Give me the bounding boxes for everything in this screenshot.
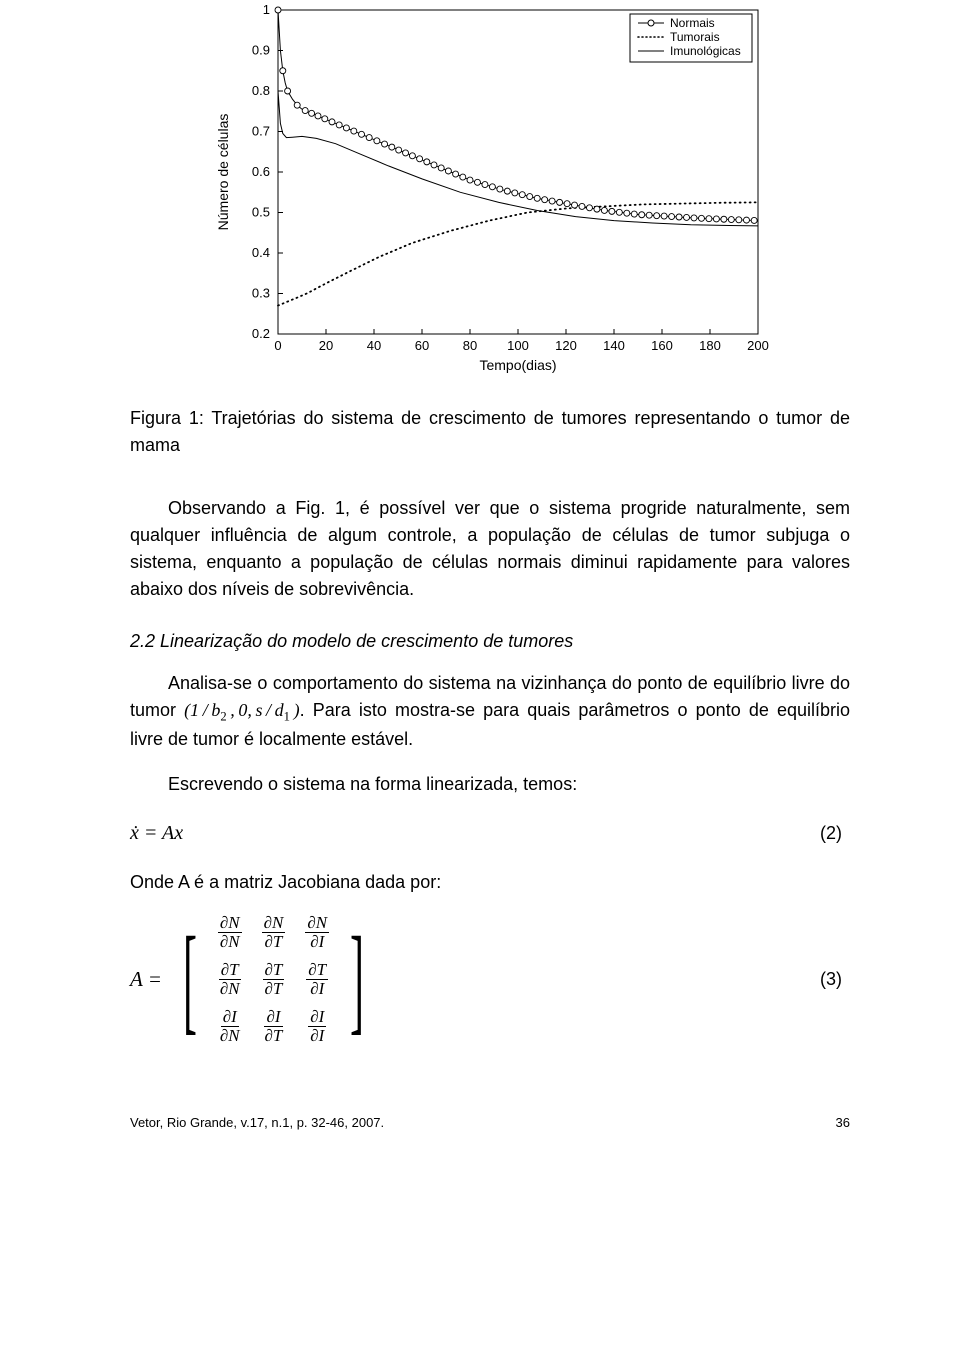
- svg-text:0.2: 0.2: [252, 326, 270, 341]
- jacobian-21: ∂T∂N: [218, 961, 242, 998]
- svg-text:Tempo(dias): Tempo(dias): [479, 357, 556, 373]
- svg-text:0.3: 0.3: [252, 286, 270, 301]
- bracket-left-icon: [: [183, 930, 197, 1028]
- svg-text:100: 100: [507, 338, 529, 353]
- page-footer: Vetor, Rio Grande, v.17, n.1, p. 32-46, …: [0, 1115, 960, 1154]
- svg-text:160: 160: [651, 338, 673, 353]
- equation-3-row: A = [ ∂N∂N ∂N∂T ∂N∂I ∂T∂N ∂T∂T ∂T∂I ∂I∂N…: [130, 914, 850, 1044]
- paragraph-linear-form-text: Escrevendo o sistema na forma linearizad…: [168, 774, 577, 794]
- paragraph-observation-text: Observando a Fig. 1, é possível ver que …: [130, 498, 850, 599]
- equation-3-number: (3): [820, 969, 850, 990]
- paragraph-observation: Observando a Fig. 1, é possível ver que …: [130, 495, 850, 603]
- jacobian-22: ∂T∂T: [262, 961, 286, 998]
- svg-text:0: 0: [274, 338, 281, 353]
- svg-text:Imunológicas: Imunológicas: [670, 44, 741, 58]
- svg-text:0.9: 0.9: [252, 43, 270, 58]
- jacobian-matrix: A = [ ∂N∂N ∂N∂T ∂N∂I ∂T∂N ∂T∂T ∂T∂I ∂I∂N…: [130, 914, 377, 1044]
- paragraph-linear-form: Escrevendo o sistema na forma linearizad…: [130, 771, 850, 798]
- svg-text:Normais: Normais: [670, 16, 715, 30]
- svg-text:0.6: 0.6: [252, 164, 270, 179]
- equation-2-number: (2): [820, 823, 850, 844]
- svg-text:120: 120: [555, 338, 577, 353]
- jacobian-lhs: A =: [130, 967, 162, 992]
- jacobian-13: ∂N∂I: [305, 914, 329, 951]
- paragraph-linearization: Analisa-se o comportamento do sistema na…: [130, 670, 850, 753]
- svg-text:0.8: 0.8: [252, 83, 270, 98]
- svg-text:0.7: 0.7: [252, 124, 270, 139]
- chart-svg: 0 20 40 60 80 100 120 140 160 180 200 0.2 0.3 0.4 0.5 0…: [210, 0, 770, 380]
- svg-text:0.4: 0.4: [252, 245, 270, 260]
- jacobian-12: ∂N∂T: [262, 914, 286, 951]
- figure-caption: Figura 1: Trajetórias do sistema de cres…: [130, 405, 850, 459]
- jacobian-11: ∂N∂N: [218, 914, 242, 951]
- equation-2: ẋ = Ax: [130, 822, 183, 845]
- svg-text:0.5: 0.5: [252, 205, 270, 220]
- svg-text:Tumorais: Tumorais: [670, 30, 720, 44]
- svg-text:60: 60: [415, 338, 429, 353]
- equilibrium-point: (1 / b2 , 0, s / d1 ): [184, 700, 299, 720]
- svg-text:180: 180: [699, 338, 721, 353]
- bracket-right-icon: ]: [350, 930, 364, 1028]
- section-heading-text: 2.2 Linearização do modelo de cresciment…: [130, 631, 573, 651]
- svg-text:80: 80: [463, 338, 477, 353]
- equation-2-row: ẋ = Ax (2): [130, 822, 850, 845]
- svg-text:1: 1: [263, 2, 270, 17]
- section-heading: 2.2 Linearização do modelo de cresciment…: [130, 631, 850, 652]
- svg-text:140: 140: [603, 338, 625, 353]
- paragraph-jacobian: Onde A é a matriz Jacobiana dada por:: [130, 869, 850, 896]
- svg-text:200: 200: [747, 338, 769, 353]
- footer-page-number: 36: [836, 1115, 850, 1130]
- jacobian-32: ∂I∂T: [262, 1008, 286, 1045]
- svg-text:40: 40: [367, 338, 381, 353]
- svg-text:Número de células: Número de células: [215, 114, 231, 231]
- jacobian-33: ∂I∂I: [305, 1008, 329, 1045]
- jacobian-23: ∂T∂I: [305, 961, 329, 998]
- svg-text:20: 20: [319, 338, 333, 353]
- footer-citation: Vetor, Rio Grande, v.17, n.1, p. 32-46, …: [130, 1115, 384, 1130]
- chart-cell-growth: 0 20 40 60 80 100 120 140 160 180 200 0.2 0.3 0.4 0.5 0…: [210, 0, 770, 385]
- jacobian-31: ∂I∂N: [218, 1008, 242, 1045]
